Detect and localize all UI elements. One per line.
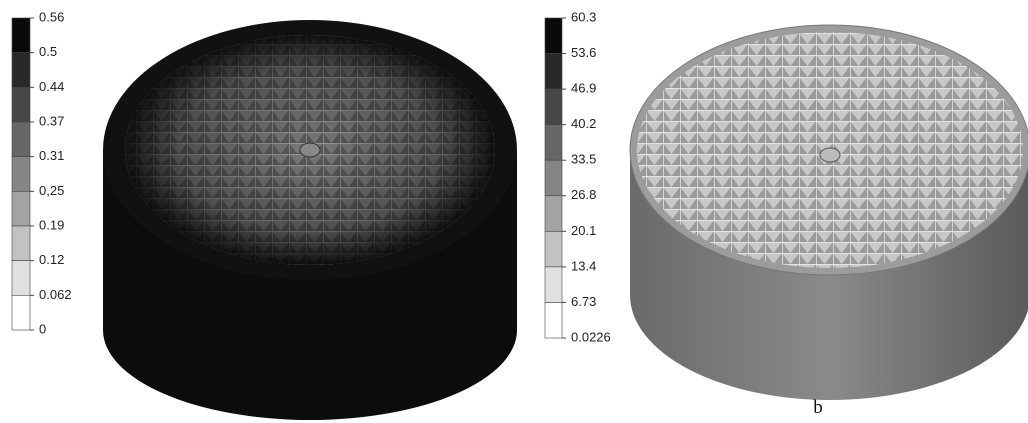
colorbar-label: 46.9 <box>571 81 596 96</box>
colorbar-segment <box>12 261 30 296</box>
disk-a <box>103 20 517 420</box>
colorbar-segment <box>545 89 562 125</box>
figure: a b 0.56 0.5 0.44 0.37 0.31 0,25 0.19 0.12 0.062… <box>0 0 1028 423</box>
colorbar-label: 60.3 <box>571 9 596 24</box>
colorbar-segment <box>545 54 562 90</box>
panel-label: b <box>813 397 823 418</box>
colorbar-label: 20.1 <box>571 223 596 238</box>
colorbar-segment <box>12 157 30 192</box>
colorbar-label: 13.4 <box>571 258 596 273</box>
colorbar-label: 0.19 <box>39 217 64 232</box>
colorbar-segment <box>545 160 562 196</box>
colorbar-label: 0,25 <box>39 183 64 198</box>
colorbar-segment <box>545 302 562 338</box>
colorbar-segment <box>12 191 30 226</box>
colorbar-label: 0.56 <box>39 9 64 24</box>
panel-label: a <box>228 397 237 418</box>
colorbar-segment <box>12 122 30 157</box>
colorbar-label: 40.2 <box>571 116 596 131</box>
colorbar-label: 6.73 <box>571 294 596 309</box>
colorbar-label: 0.5 <box>39 44 57 59</box>
colorbar-segment <box>12 226 30 261</box>
colorbar-segment <box>12 295 30 330</box>
colorbar-segment <box>545 18 562 54</box>
colorbar-label: 0.31 <box>39 148 64 163</box>
colorbar-segment <box>545 231 562 267</box>
colorbar-label: 0.44 <box>39 79 64 94</box>
colorbar-segment <box>12 87 30 122</box>
disk-b <box>630 25 1028 400</box>
colorbar-segment <box>12 53 30 88</box>
colorbar-label: 53.6 <box>571 45 596 60</box>
colorbar-label: 26.8 <box>571 187 596 202</box>
colorbar-segment <box>545 267 562 303</box>
colorbar-label: 0.12 <box>39 252 64 267</box>
colorbar-segment <box>545 196 562 232</box>
colorbar-segment <box>545 125 562 161</box>
colorbar-label: 33.5 <box>571 152 596 167</box>
colorbar-segment <box>12 18 30 53</box>
colorbar-label: 0.37 <box>39 113 64 128</box>
colorbar-label: 0.0226 <box>571 329 611 344</box>
colorbar-label: 0 <box>39 321 46 336</box>
colorbar-label: 0.062 <box>39 287 72 302</box>
